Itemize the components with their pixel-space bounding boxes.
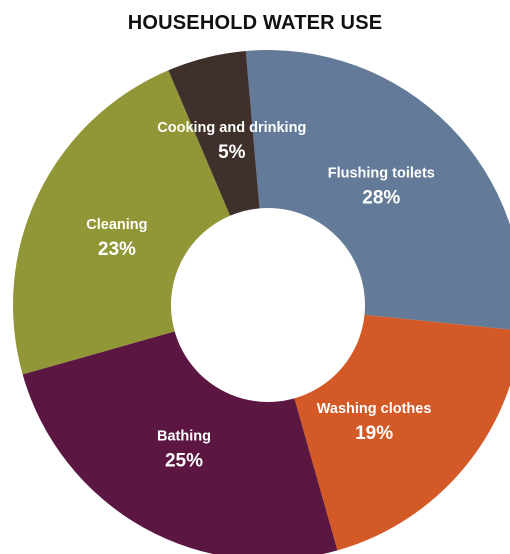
slice-value-flushing-toilets: 28% <box>362 187 400 208</box>
slice-value-cleaning: 23% <box>98 239 136 260</box>
chart-title: HOUSEHOLD WATER USE <box>127 12 383 34</box>
slice-value-washing-clothes: 19% <box>355 423 393 444</box>
slice-value-cooking-and-drinking: 5% <box>218 142 246 163</box>
slice-label-washing-clothes: Washing clothes <box>317 401 432 417</box>
slice-label-cleaning: Cleaning <box>86 217 147 233</box>
slice-label-cooking-and-drinking: Cooking and drinking <box>157 120 306 136</box>
slice-label-bathing: Bathing <box>157 428 211 444</box>
slice-label-flushing-toilets: Flushing toilets <box>328 165 435 181</box>
slice-value-bathing: 25% <box>165 450 203 471</box>
donut-hole <box>171 208 365 402</box>
